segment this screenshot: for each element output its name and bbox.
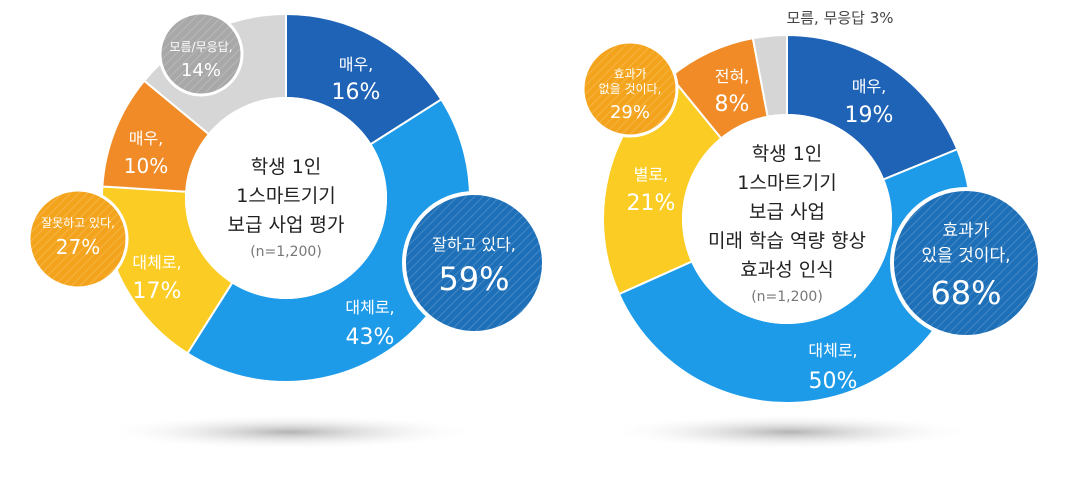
chart-left-bubble-good: 잘하고 있다, 59% — [402, 191, 546, 335]
chart-right-slice-pct-never: 8% — [715, 92, 750, 117]
chart-right-bubble-no-effect: 효과가 없을 것이다, 29% — [581, 40, 679, 138]
chart-left: 학생 1인 1스마트기기 보급 사업 평가 (n=1,200) 매우, 16% … — [27, 11, 546, 450]
chart-left-sample: (n=1,200) — [250, 244, 322, 260]
chart-left-bubble-unknown: 모름/무응답, 14% — [158, 11, 244, 97]
chart-right-title-line-2: 1스마트기기 — [737, 172, 837, 194]
chart-right-slice-label-very: 매우, — [852, 77, 887, 96]
bubble-no-effect-label-1: 효과가 — [613, 67, 646, 81]
chart-left-slice-label-very-bad: 매우, — [129, 129, 164, 148]
chart-right-slice-label-fairly: 대체로, — [808, 341, 857, 360]
bubble-unknown-label: 모름/무응답, — [169, 40, 232, 54]
chart-right-title-line-3: 보급 사업 — [749, 201, 825, 223]
chart-left-slice-pct-fairly-good: 43% — [346, 325, 395, 350]
chart-left-slice-label-fairly-bad: 대체로, — [132, 253, 181, 272]
bubble-effect-pct: 68% — [930, 274, 1001, 312]
chart-right-unknown-callout: 모름, 무응답 3% — [786, 9, 893, 27]
chart-right-title-line-1: 학생 1인 — [752, 143, 823, 165]
chart-right-slice-pct-very: 19% — [845, 103, 894, 128]
chart-right-title-line-4: 미래 학습 역량 향상 — [708, 230, 866, 252]
chart-right-shadow — [605, 414, 975, 450]
bubble-effect-label-2: 있을 것이다, — [921, 246, 1010, 266]
chart-left-title-line-1: 학생 1인 — [251, 156, 322, 178]
chart-right-slice-label-never: 전혀, — [715, 67, 750, 86]
chart-left-slice-pct-fairly-bad: 17% — [133, 279, 182, 304]
bubble-effect-label-1: 효과가 — [943, 221, 990, 241]
bubble-good-label: 잘하고 있다, — [432, 235, 516, 254]
chart-left-bubble-bad: 잘못하고 있다, 27% — [27, 188, 129, 290]
bubble-no-effect-pct: 29% — [610, 102, 650, 123]
bubble-no-effect-label-2: 없을 것이다, — [599, 82, 662, 96]
chart-right-slice-label-hardly: 별로, — [634, 165, 669, 184]
chart-left-center — [185, 97, 387, 299]
chart-right-slice-pct-hardly: 21% — [627, 191, 676, 216]
chart-left-slice-label-very-good: 매우, — [339, 55, 374, 74]
chart-right-bubble-effect: 효과가 있을 것이다, 68% — [890, 187, 1042, 339]
bubble-bad-label: 잘못하고 있다, — [41, 216, 115, 230]
chart-right-sample: (n=1,200) — [751, 289, 823, 305]
chart-left-title-line-3: 보급 사업 평가 — [228, 214, 345, 236]
chart-right-slice-pct-fairly: 50% — [809, 369, 858, 394]
chart-left-title-line-2: 1스마트기기 — [236, 185, 336, 207]
chart-right-title-line-5: 효과성 인식 — [740, 259, 833, 281]
chart-left-slice-pct-very-good: 16% — [332, 80, 381, 105]
bubble-bad-pct: 27% — [56, 235, 100, 259]
bubble-unknown-pct: 14% — [181, 60, 221, 81]
chart-right-center — [682, 114, 892, 324]
chart-left-slice-pct-very-bad: 10% — [124, 154, 168, 178]
chart-left-shadow — [100, 414, 480, 450]
bubble-good-pct: 59% — [438, 260, 509, 298]
chart-right: 학생 1인 1스마트기기 보급 사업 미래 학습 역량 향상 효과성 인식 (n… — [581, 9, 1042, 450]
chart-left-slice-label-fairly-good: 대체로, — [345, 298, 394, 317]
